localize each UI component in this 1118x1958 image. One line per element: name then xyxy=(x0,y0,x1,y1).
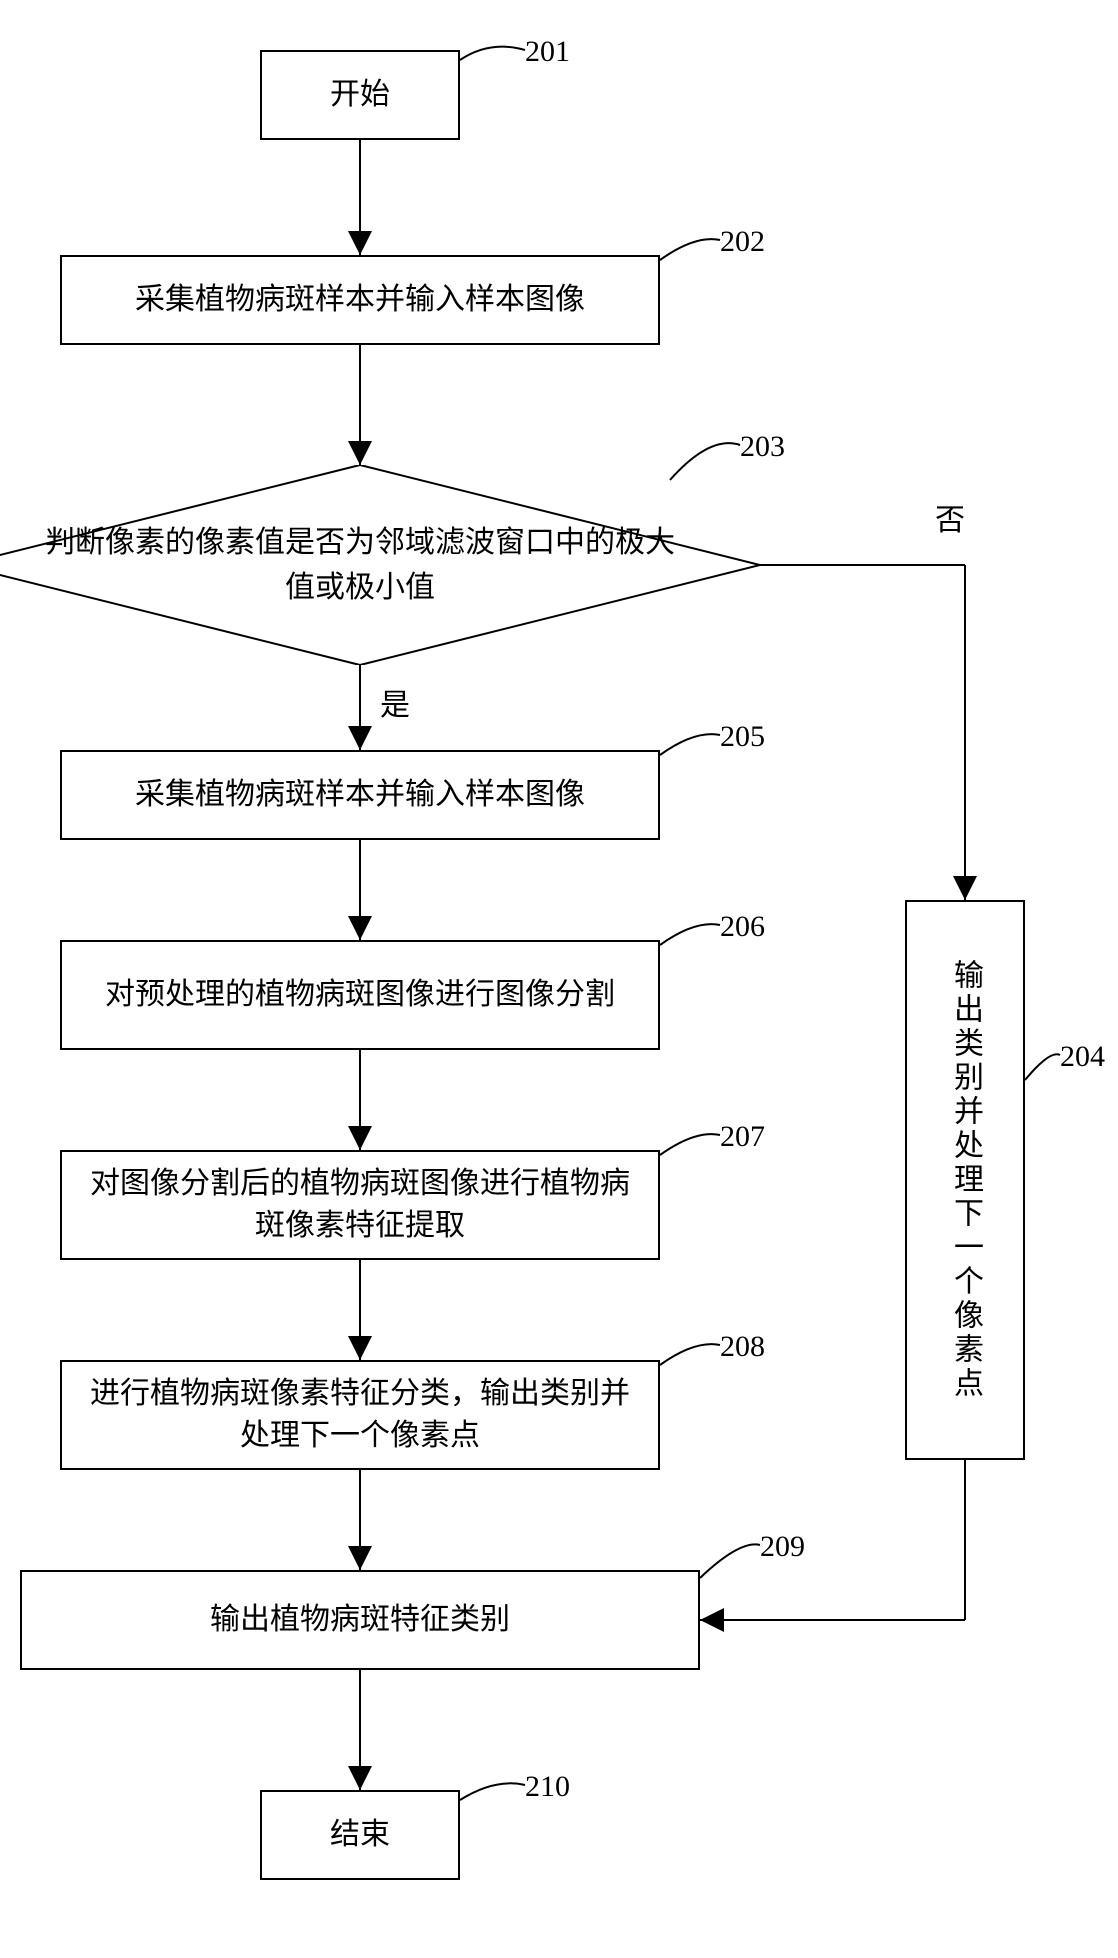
node-206-text: 对预处理的植物病斑图像进行图像分割 xyxy=(105,974,615,1016)
node-decision: 判断像素的像素值是否为邻域滤波窗口中的极大值或极小值 xyxy=(0,465,760,665)
node-decision-text: 判断像素的像素值是否为邻域滤波窗口中的极大值或极小值 xyxy=(40,520,680,610)
node-206: 对预处理的植物病斑图像进行图像分割 xyxy=(60,940,660,1050)
node-209: 输出植物病斑特征类别 xyxy=(20,1570,700,1670)
callout-202: 202 xyxy=(720,225,765,259)
node-start-text: 开始 xyxy=(330,74,390,116)
node-202-text: 采集植物病斑样本并输入样本图像 xyxy=(135,279,585,321)
label-yes: 是 xyxy=(380,680,410,724)
node-204: 输出类别并处理下一个像素点 xyxy=(905,900,1025,1460)
node-208: 进行植物病斑像素特征分类，输出类别并处理下一个像素点 xyxy=(60,1360,660,1470)
node-204-text: 输出类别并处理下一个像素点 xyxy=(943,959,987,1401)
node-end-text: 结束 xyxy=(330,1814,390,1856)
node-205: 采集植物病斑样本并输入样本图像 xyxy=(60,750,660,840)
node-209-text: 输出植物病斑特征类别 xyxy=(210,1599,510,1641)
callout-203: 203 xyxy=(740,430,785,464)
node-start: 开始 xyxy=(260,50,460,140)
node-202: 采集植物病斑样本并输入样本图像 xyxy=(60,255,660,345)
callout-210: 210 xyxy=(525,1770,570,1804)
node-207-text: 对图像分割后的植物病斑图像进行植物病斑像素特征提取 xyxy=(77,1163,643,1247)
callout-206: 206 xyxy=(720,910,765,944)
label-no: 否 xyxy=(935,495,965,539)
node-205-text: 采集植物病斑样本并输入样本图像 xyxy=(135,774,585,816)
callout-209: 209 xyxy=(760,1530,805,1564)
callout-205: 205 xyxy=(720,720,765,754)
node-208-text: 进行植物病斑像素特征分类，输出类别并处理下一个像素点 xyxy=(77,1373,643,1457)
callout-207: 207 xyxy=(720,1120,765,1154)
node-207: 对图像分割后的植物病斑图像进行植物病斑像素特征提取 xyxy=(60,1150,660,1260)
node-end: 结束 xyxy=(260,1790,460,1880)
callout-201: 201 xyxy=(525,35,570,69)
callout-204: 204 xyxy=(1060,1040,1105,1074)
callout-208: 208 xyxy=(720,1330,765,1364)
